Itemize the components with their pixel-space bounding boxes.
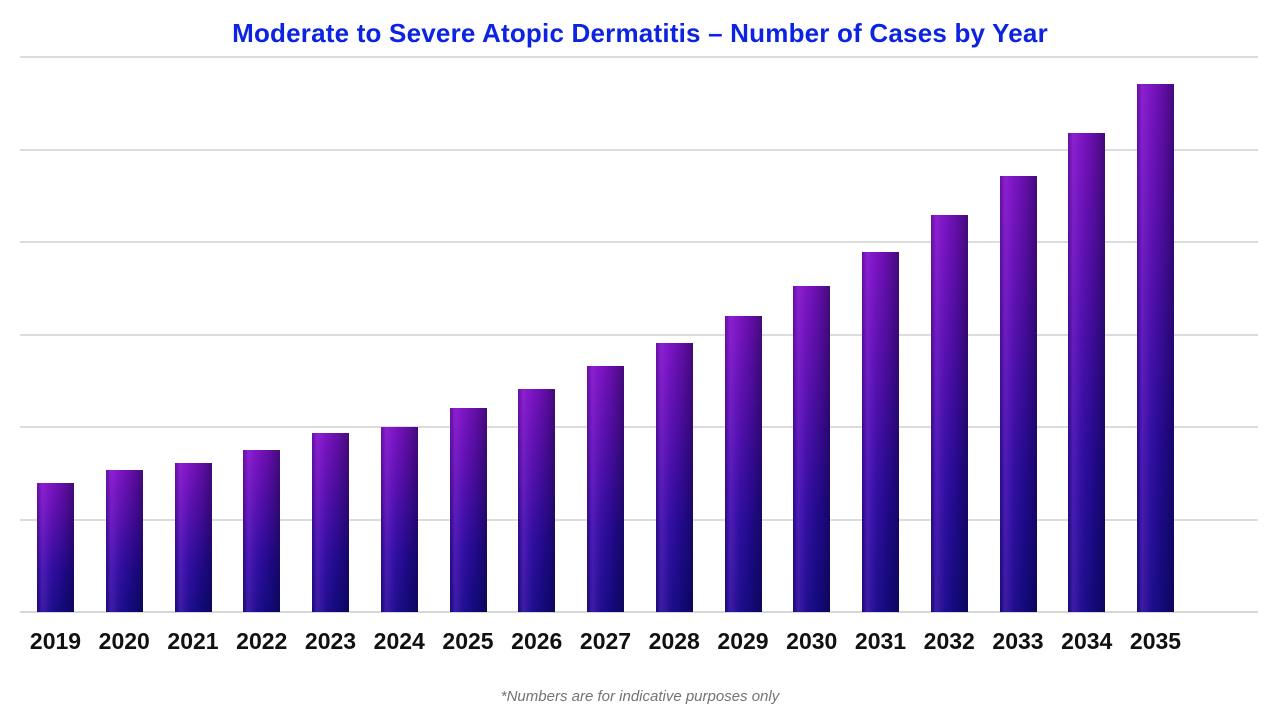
bar-column-2019: 2019 bbox=[30, 57, 81, 654]
bar-2021 bbox=[174, 463, 212, 612]
bar-columns: 2019 2020 2021 2022 2023 2024 2025 2026 2027 2028… bbox=[30, 57, 1181, 654]
bar-column-2028: 2028 bbox=[649, 57, 700, 654]
bar-column-2024: 2024 bbox=[374, 57, 425, 654]
bar-2028 bbox=[655, 342, 693, 612]
gridline bbox=[20, 518, 1258, 521]
x-axis-label-2026: 2026 bbox=[511, 628, 563, 654]
bar-2030 bbox=[793, 286, 831, 612]
bar-column-2021: 2021 bbox=[167, 57, 219, 654]
x-axis-label-2023: 2023 bbox=[304, 628, 357, 654]
bar-column-2023: 2023 bbox=[305, 57, 356, 654]
x-axis-label-2035: 2035 bbox=[1129, 628, 1182, 654]
bar-column-2027: 2027 bbox=[580, 57, 631, 654]
gridline bbox=[20, 56, 1258, 58]
x-axis-label-2031: 2031 bbox=[854, 628, 907, 654]
bar-column-2033: 2033 bbox=[992, 57, 1044, 654]
bar-column-2025: 2025 bbox=[442, 57, 494, 654]
bar-2027 bbox=[587, 365, 624, 612]
bar-2034 bbox=[1068, 132, 1106, 612]
bar-2033 bbox=[999, 176, 1037, 612]
bar-column-2034: 2034 bbox=[1061, 57, 1112, 654]
bar-column-2035: 2035 bbox=[1130, 57, 1181, 654]
x-axis-label-2022: 2022 bbox=[236, 628, 288, 654]
x-axis-label-2024: 2024 bbox=[373, 628, 425, 654]
bar-2020 bbox=[105, 469, 143, 612]
gridline bbox=[20, 148, 1258, 151]
bar-column-2026: 2026 bbox=[511, 57, 562, 654]
x-axis-label-2020: 2020 bbox=[98, 628, 150, 654]
bar-2032 bbox=[930, 215, 968, 612]
bar-2022 bbox=[243, 450, 281, 612]
x-axis-label-2032: 2032 bbox=[923, 628, 975, 654]
bar-column-2030: 2030 bbox=[786, 57, 837, 654]
bar-2023 bbox=[312, 433, 349, 612]
bar-2035 bbox=[1137, 83, 1174, 612]
bar-column-2029: 2029 bbox=[717, 57, 769, 654]
bar-column-2032: 2032 bbox=[924, 57, 975, 654]
footnote: *Numbers are for indicative purposes onl… bbox=[500, 688, 780, 705]
x-axis-line bbox=[20, 611, 1258, 613]
bar-column-2022: 2022 bbox=[236, 57, 287, 654]
x-axis-label-2028: 2028 bbox=[648, 628, 700, 654]
gridline bbox=[20, 333, 1258, 336]
gridline bbox=[20, 426, 1258, 428]
bar-column-2031: 2031 bbox=[855, 57, 906, 654]
x-axis-label-2021: 2021 bbox=[167, 628, 219, 654]
x-axis-label-2025: 2025 bbox=[442, 628, 494, 654]
x-axis-label-2030: 2030 bbox=[786, 628, 838, 654]
x-axis-label-2027: 2027 bbox=[579, 628, 632, 654]
x-axis-label-2034: 2034 bbox=[1061, 628, 1113, 654]
bar-2026 bbox=[518, 389, 556, 612]
x-axis-label-2029: 2029 bbox=[717, 628, 769, 654]
bar-column-2020: 2020 bbox=[99, 57, 150, 654]
gridline bbox=[20, 241, 1258, 243]
bar-2031 bbox=[862, 252, 899, 612]
x-axis-label-2033: 2033 bbox=[992, 628, 1044, 654]
bar-2029 bbox=[724, 316, 762, 612]
bar-2024 bbox=[380, 427, 418, 612]
plot-area: 2019 2020 2021 2022 2023 2024 2025 2026 2027 2028… bbox=[0, 56, 1280, 654]
bar-2025 bbox=[449, 407, 487, 612]
chart-title: Moderate to Severe Atopic Dermatitis – N… bbox=[232, 18, 1048, 48]
bar-2019 bbox=[37, 482, 74, 612]
x-axis-label-2019: 2019 bbox=[29, 628, 82, 654]
